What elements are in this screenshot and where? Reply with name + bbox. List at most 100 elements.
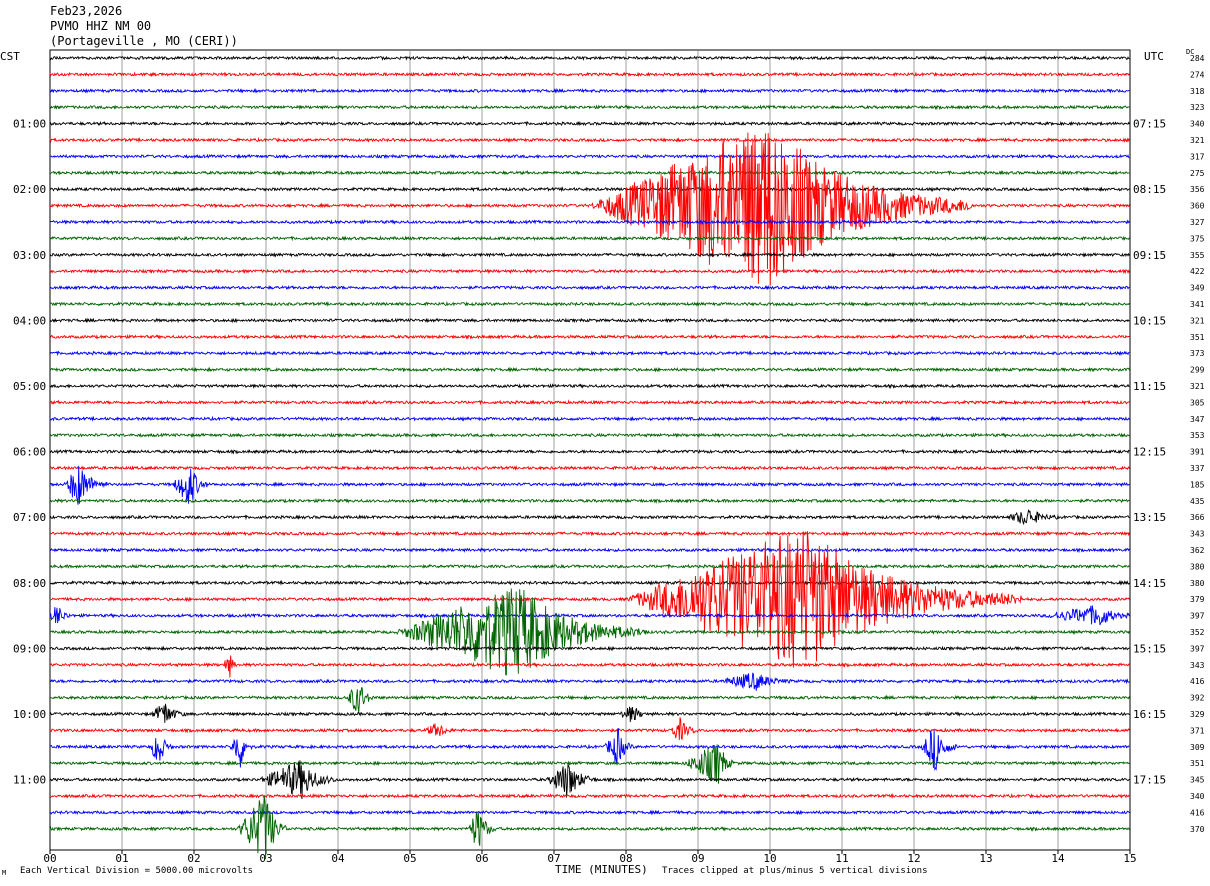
trace-row bbox=[49, 136, 1130, 144]
left-time-label: 04:00 bbox=[13, 314, 46, 327]
dc-offset-label: 299 bbox=[1190, 366, 1205, 375]
dc-offset-label: 366 bbox=[1190, 513, 1205, 522]
trace-row bbox=[49, 268, 1130, 275]
x-tick-label: 15 bbox=[1123, 852, 1136, 865]
dc-offset-label: 353 bbox=[1190, 431, 1205, 440]
header-date: Feb23,2026 bbox=[50, 4, 123, 18]
trace-row bbox=[49, 794, 1130, 860]
trace-row bbox=[49, 350, 1130, 357]
dc-offset-label: 391 bbox=[1190, 448, 1205, 457]
right-time-label: 17:15 bbox=[1133, 774, 1166, 787]
trace-row bbox=[49, 251, 1130, 258]
dc-offset-label: 340 bbox=[1190, 120, 1205, 129]
x-tick-label: 08 bbox=[619, 852, 632, 865]
trace-row bbox=[49, 132, 1130, 286]
dc-offset-label: 351 bbox=[1190, 759, 1205, 768]
left-time-label: 05:00 bbox=[13, 380, 46, 393]
trace-row bbox=[49, 219, 1130, 226]
right-time-label: 16:15 bbox=[1133, 708, 1166, 721]
left-time-label: 08:00 bbox=[13, 577, 46, 590]
trace-row bbox=[49, 744, 1130, 784]
right-time-label: 12:15 bbox=[1133, 446, 1166, 459]
trace-row bbox=[49, 432, 1130, 439]
trace-row bbox=[49, 547, 1130, 554]
footer-left-note: Each Vertical Division = 5000.00 microvo… bbox=[20, 866, 253, 876]
trace-row bbox=[49, 531, 1130, 668]
dc-offset-label: 416 bbox=[1190, 808, 1205, 817]
dc-offset-label: 318 bbox=[1190, 87, 1205, 96]
left-time-label: 03:00 bbox=[13, 249, 46, 262]
dc-offset-label: 355 bbox=[1190, 251, 1205, 260]
dc-offset-label: 341 bbox=[1190, 300, 1205, 309]
dc-offset-label: 351 bbox=[1190, 333, 1205, 342]
x-tick-label: 10 bbox=[763, 852, 776, 865]
trace-row bbox=[49, 284, 1130, 291]
dc-offset-label: 337 bbox=[1190, 464, 1205, 473]
dc-offset-label: 327 bbox=[1190, 218, 1205, 227]
trace-row bbox=[49, 655, 1130, 678]
trace-row bbox=[49, 563, 1130, 570]
trace-row bbox=[49, 672, 1130, 691]
dc-offset-label: 435 bbox=[1190, 497, 1205, 506]
right-time-label: 13:15 bbox=[1133, 511, 1166, 524]
dc-offset-label: 416 bbox=[1190, 677, 1205, 686]
right-time-label: 11:15 bbox=[1133, 380, 1166, 393]
left-time-label: 09:00 bbox=[13, 642, 46, 655]
right-timezone-label: UTC bbox=[1144, 50, 1164, 63]
x-tick-label: 13 bbox=[979, 852, 992, 865]
dc-offset-label: 317 bbox=[1190, 152, 1205, 161]
trace-row bbox=[49, 366, 1130, 373]
dc-offset-label: 360 bbox=[1190, 202, 1205, 211]
left-time-label: 07:00 bbox=[13, 511, 46, 524]
trace-row bbox=[49, 605, 1130, 626]
x-tick-label: 14 bbox=[1051, 852, 1065, 865]
dc-offset-label: 329 bbox=[1190, 710, 1205, 719]
x-tick-label: 12 bbox=[907, 852, 920, 865]
trace-row bbox=[49, 645, 1130, 652]
right-time-label: 07:15 bbox=[1133, 118, 1166, 131]
dc-offset-label: 392 bbox=[1190, 694, 1205, 703]
dc-offset-label: 352 bbox=[1190, 628, 1205, 637]
dc-offset-label: 347 bbox=[1190, 415, 1205, 424]
trace-row bbox=[49, 448, 1130, 455]
trace-row bbox=[49, 169, 1130, 176]
trace-row bbox=[49, 153, 1130, 160]
trace-row bbox=[49, 399, 1130, 406]
trace-row bbox=[49, 497, 1130, 504]
dc-offset-label: 375 bbox=[1190, 234, 1205, 243]
dc-offset-label: 343 bbox=[1190, 530, 1205, 539]
trace-row bbox=[49, 415, 1130, 422]
trace-row bbox=[49, 717, 1130, 741]
x-tick-label: 05 bbox=[403, 852, 416, 865]
x-tick-label: 01 bbox=[115, 852, 128, 865]
left-timezone-label: CST bbox=[0, 50, 20, 63]
dc-offset-label: 397 bbox=[1190, 644, 1205, 653]
trace-row bbox=[49, 186, 1130, 193]
dc-offset-label: 380 bbox=[1190, 562, 1205, 571]
trace-row bbox=[49, 530, 1130, 537]
trace-row bbox=[49, 120, 1130, 127]
right-time-label: 15:15 bbox=[1133, 642, 1166, 655]
left-time-label: 10:00 bbox=[13, 708, 46, 721]
dc-offset-label: 370 bbox=[1190, 825, 1205, 834]
right-time-label: 14:15 bbox=[1133, 577, 1166, 590]
dc-offset-label: 362 bbox=[1190, 546, 1205, 555]
corner-mark: M bbox=[2, 869, 7, 877]
dc-offset-label: 397 bbox=[1190, 612, 1205, 621]
dc-offset-label: 343 bbox=[1190, 661, 1205, 670]
trace-row bbox=[49, 792, 1130, 800]
plot-frame bbox=[49, 49, 1131, 851]
trace-row bbox=[49, 333, 1130, 340]
x-tick-label: 11 bbox=[835, 852, 848, 865]
left-time-label: 06:00 bbox=[13, 446, 46, 459]
trace-row bbox=[49, 235, 1130, 242]
x-tick-label: 02 bbox=[187, 852, 200, 865]
dc-offset-label: 275 bbox=[1190, 169, 1205, 178]
dc-offset-label: 321 bbox=[1190, 136, 1205, 145]
right-time-label: 09:15 bbox=[1133, 249, 1166, 262]
dc-offset-label: 380 bbox=[1190, 579, 1205, 588]
right-time-label: 10:15 bbox=[1133, 314, 1166, 327]
trace-row bbox=[49, 55, 1130, 61]
dc-offset-label: 305 bbox=[1190, 398, 1205, 407]
